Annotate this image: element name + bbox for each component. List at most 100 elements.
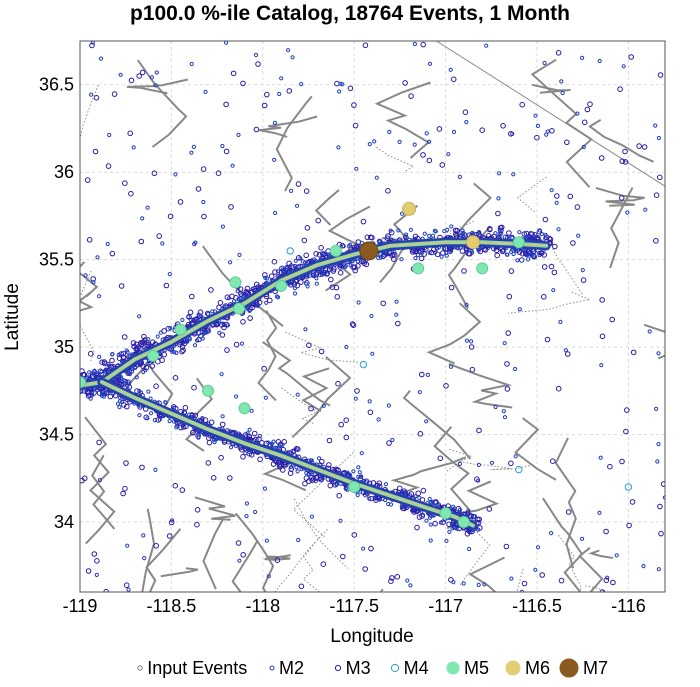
event-marker: [228, 260, 233, 265]
event-marker: [469, 339, 474, 344]
event-marker: [179, 348, 185, 355]
event-marker: [558, 577, 565, 584]
event-marker: [275, 439, 282, 445]
event-marker: [432, 499, 438, 506]
event-marker: [360, 218, 367, 225]
y-tick-label: 36.5: [39, 75, 74, 95]
event-marker: [443, 383, 449, 389]
event-marker: [201, 331, 206, 336]
event-marker: [542, 60, 547, 66]
event-marker: [167, 272, 172, 277]
fault-line: [160, 567, 199, 578]
event-marker: [576, 233, 581, 238]
event-marker: [603, 528, 609, 535]
event-marker: [508, 131, 514, 137]
event-marker: [89, 42, 95, 49]
event-marker: [547, 236, 554, 243]
event-marker: [389, 575, 395, 581]
event-marker: [150, 339, 156, 346]
event-marker: [521, 580, 528, 587]
event-marker: [336, 492, 343, 499]
event-marker: [288, 466, 295, 472]
legend-item-input: Input Events: [137, 658, 247, 678]
event-marker: [93, 95, 100, 101]
event-marker: [124, 348, 129, 353]
event-marker: [402, 80, 408, 86]
event-marker: [536, 228, 543, 235]
y-tick-label: 35: [54, 337, 74, 357]
event-marker: [261, 102, 268, 109]
event-marker: [448, 364, 454, 369]
event-marker: [122, 485, 128, 492]
fault-line: [275, 95, 313, 192]
event-marker: [295, 469, 300, 474]
event-marker: [234, 394, 239, 399]
event-marker: [91, 551, 98, 557]
event-marker: [630, 349, 637, 356]
event-marker: [244, 285, 251, 292]
event-marker: [311, 272, 316, 277]
event-marker: [657, 174, 663, 181]
event-marker: [257, 456, 263, 463]
event-marker: [344, 344, 349, 350]
event-marker: [428, 522, 433, 527]
event-marker: [338, 421, 345, 428]
event-marker: [138, 238, 145, 245]
event-marker: [161, 328, 167, 334]
event-marker: [202, 417, 209, 423]
event-marker: [163, 400, 168, 405]
event-marker: [135, 344, 141, 350]
event-marker: [271, 258, 278, 265]
event-marker: [450, 76, 457, 83]
event-marker: [73, 388, 78, 393]
event-marker: [479, 127, 486, 133]
event-marker: [486, 506, 493, 512]
event-marker: [610, 579, 616, 586]
event-marker: [99, 372, 105, 377]
event-marker: [541, 252, 548, 258]
event-marker: [408, 583, 413, 588]
event-marker: [501, 409, 506, 414]
event-marker: [505, 330, 512, 336]
x-tick-label: -116.5: [512, 596, 562, 616]
event-marker: [641, 564, 646, 569]
event-marker: [215, 170, 222, 176]
event-marker: [80, 368, 85, 374]
event-marker: [556, 227, 561, 232]
event-marker: [420, 41, 427, 48]
event-marker: [94, 371, 100, 377]
event-marker: [70, 382, 75, 387]
event-marker: [509, 576, 514, 581]
event-marker: [447, 248, 453, 254]
fault-line: [458, 531, 491, 587]
event-marker: [174, 423, 179, 428]
event-marker: [527, 250, 533, 255]
event-marker: [99, 392, 105, 397]
fault-line: [274, 529, 328, 592]
event-marker: [165, 325, 172, 332]
event-marker: [388, 578, 394, 585]
event-marker: [201, 199, 206, 205]
event-marker: [306, 342, 312, 349]
fault-line: [552, 248, 584, 295]
event-marker: [197, 430, 202, 435]
event-marker: [452, 522, 457, 527]
event-marker: [552, 243, 558, 250]
event-marker: [599, 589, 606, 592]
event-marker: [374, 175, 379, 180]
event-marker: [264, 276, 270, 281]
event-marker: [439, 254, 444, 259]
event-marker: [320, 561, 327, 568]
event-marker: [191, 384, 197, 391]
event-marker: [619, 158, 626, 165]
event-marker: [506, 230, 512, 236]
event-marker: [191, 144, 196, 149]
y-tick-label: 36: [54, 162, 74, 182]
event-marker: [277, 444, 282, 449]
event-marker: [416, 514, 423, 520]
event-marker: [170, 349, 175, 354]
event-marker: [314, 281, 319, 286]
event-marker: [427, 139, 432, 144]
legend-label-m5: M5: [464, 658, 489, 678]
event-marker: [303, 260, 308, 265]
